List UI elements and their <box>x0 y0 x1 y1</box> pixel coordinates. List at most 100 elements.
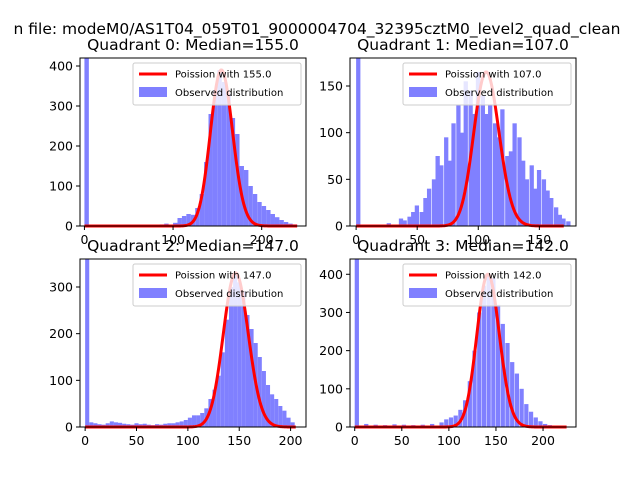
histogram-bar <box>500 323 505 427</box>
histogram-bar <box>514 373 520 427</box>
x-tick-label: 200 <box>250 232 274 247</box>
x-tick-label: 150 <box>484 433 508 448</box>
legend-bar-swatch <box>139 87 167 97</box>
histogram-bar <box>261 206 267 226</box>
y-tick-label: 200 <box>319 343 343 358</box>
x-tick-label: 0 <box>351 433 359 448</box>
histogram-bar <box>407 216 412 226</box>
histogram-bar <box>274 217 280 226</box>
histogram-bar <box>196 415 201 427</box>
histogram-bar <box>230 118 236 226</box>
histogram-bar <box>167 423 172 427</box>
histogram-bar <box>105 423 110 427</box>
x-tick-label: 200 <box>531 433 555 448</box>
histogram-bar <box>448 417 454 427</box>
y-tick-label: 0 <box>65 219 73 234</box>
x-tick-label: 0 <box>81 433 89 448</box>
histogram-bar <box>510 362 515 427</box>
y-tick-label: 0 <box>335 420 343 435</box>
histogram-bar <box>533 188 538 226</box>
x-tick-label: 0 <box>80 232 88 247</box>
histogram-bar <box>216 375 221 427</box>
histogram-bar <box>472 350 477 427</box>
histogram-bar <box>245 315 250 427</box>
histogram-bar <box>265 385 271 427</box>
legend: Poission with 107.0 Observed distribution <box>402 62 572 106</box>
histogram-bar <box>212 90 218 226</box>
histogram-bar <box>89 422 94 427</box>
histogram-bar <box>266 210 271 226</box>
histogram-bar <box>187 417 192 427</box>
x-tick-label: 200 <box>279 433 303 448</box>
histogram-bar <box>456 104 461 226</box>
histogram-bar <box>221 82 227 226</box>
histogram-bar <box>486 274 491 427</box>
histogram-bar <box>538 421 543 427</box>
histogram-bar <box>439 165 444 226</box>
histogram-bar <box>257 357 262 427</box>
x-tick-label: 100 <box>176 433 200 448</box>
panel-3: 0 50 100 150 200 0 100 200 300 400 Quadrant 3: Med… <box>319 237 577 448</box>
histogram-bar <box>199 194 205 226</box>
histogram-bar <box>543 423 548 427</box>
y-tick-label: 100 <box>319 125 343 140</box>
panel-title: Quadrant 3: Median=142.0 <box>357 237 569 255</box>
legend-label-observed: Observed distribution <box>445 289 553 300</box>
histogram-bar <box>475 72 481 226</box>
histogram-bar <box>447 160 453 226</box>
histogram-bar <box>541 179 547 226</box>
y-tick-label: 400 <box>49 59 73 74</box>
histogram-bar <box>212 389 217 427</box>
histogram-bar <box>453 415 458 427</box>
legend-bar-swatch <box>409 288 437 298</box>
histogram-bar <box>463 81 468 226</box>
histogram-bar <box>512 123 517 226</box>
histogram-bar <box>181 216 187 226</box>
histogram-bar <box>186 214 191 226</box>
y-tick-label: 400 <box>319 267 343 282</box>
histogram-bar <box>491 278 496 427</box>
histogram-bar <box>208 114 213 226</box>
histogram-bar <box>529 165 534 226</box>
histogram-bar <box>414 205 420 226</box>
legend-label-observed: Observed distribution <box>175 88 283 99</box>
histogram-bar <box>204 162 209 226</box>
legend-label-observed: Observed distribution <box>175 289 283 300</box>
histogram-bar <box>492 123 498 226</box>
histogram-bar <box>431 179 437 226</box>
histogram-bar <box>270 214 275 226</box>
x-tick-label: 100 <box>437 433 461 448</box>
histogram-bar <box>426 188 432 226</box>
x-tick-label: 50 <box>129 433 145 448</box>
axes-frame <box>349 258 577 428</box>
x-tick-label: 150 <box>527 232 551 247</box>
histogram-bar <box>282 410 287 427</box>
panel-0: 0 100 200 0 100 200 300 400 Quadrant 0: Median=1… <box>49 36 307 247</box>
histogram-bar <box>163 423 168 427</box>
histogram-bar <box>561 218 566 226</box>
legend-label-poisson: Poission with 107.0 <box>445 70 541 81</box>
histogram-bar <box>177 218 182 226</box>
histogram-bar <box>398 218 404 226</box>
histogram-bar <box>521 160 526 226</box>
histogram-bar <box>118 422 123 427</box>
histogram-bar <box>113 422 119 427</box>
legend-bar-swatch <box>409 87 437 97</box>
x-tick-label: 50 <box>394 433 410 448</box>
histogram-bar <box>545 190 550 226</box>
histogram-bar <box>179 421 184 427</box>
histogram-bar <box>439 422 444 427</box>
histogram-bar <box>93 423 98 427</box>
histogram-bar <box>270 394 275 427</box>
y-tick-label: 100 <box>49 373 73 388</box>
histogram-bar <box>402 220 407 226</box>
histogram-bar <box>467 381 472 427</box>
axes-frame <box>349 57 577 227</box>
histogram-bar <box>517 137 522 226</box>
histogram-bar <box>444 419 449 427</box>
histogram-bar <box>496 137 501 226</box>
histogram-bar <box>171 423 176 427</box>
histogram-bar <box>411 212 416 226</box>
histogram-bar <box>472 114 477 226</box>
